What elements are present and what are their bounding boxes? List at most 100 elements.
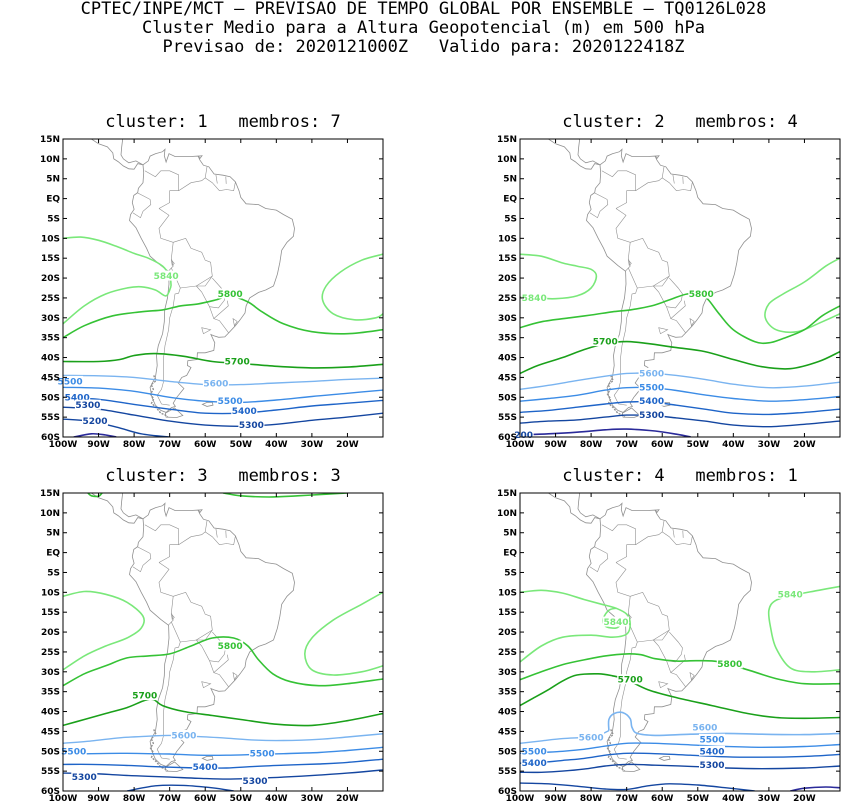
contour-line	[607, 711, 840, 737]
country-border	[601, 170, 636, 209]
coastline-island	[197, 155, 203, 160]
contour-line	[63, 636, 383, 687]
contour-label-mask	[57, 375, 84, 386]
coastline-south-america	[586, 502, 752, 767]
contour-label-mask	[74, 399, 101, 410]
contour-line	[63, 352, 383, 369]
contour-label: 5400	[699, 747, 724, 757]
contour-line	[63, 733, 383, 744]
lat-tick-label: 55S	[41, 413, 60, 423]
coastline-island	[164, 407, 184, 418]
lake-outline	[201, 327, 212, 335]
country-border	[635, 166, 665, 191]
contour-label-mask	[603, 616, 629, 627]
coastline-central-america	[547, 493, 601, 524]
lat-tick-label: 25S	[41, 648, 60, 658]
lat-tick-label: 45S	[41, 373, 60, 383]
country-border	[156, 237, 213, 406]
country-border	[158, 562, 174, 626]
lat-tick-label: 40S	[498, 354, 517, 364]
axis-ticks: 15N 10N 5N EQ 5S 10S 15S 20S 25S 30S 35S 40S 45S 50S 5…	[497, 489, 840, 803]
contour-label: 5800	[689, 290, 714, 300]
lat-tick-label: 25S	[498, 648, 517, 658]
lon-tick-label: 30W	[758, 440, 781, 450]
country-border	[666, 654, 686, 674]
lon-tick-label: 40W	[265, 794, 288, 803]
lat-tick-label: 15N	[497, 489, 517, 499]
lat-tick-label: EQ	[46, 195, 60, 205]
contour-line	[222, 493, 348, 498]
lon-tick-label: 50W	[687, 794, 710, 803]
map-frame	[62, 138, 384, 438]
map-geography	[90, 493, 295, 772]
lat-tick-label: 40S	[41, 708, 60, 718]
lon-tick-label: 20W	[793, 440, 816, 450]
contour-label: 5840	[778, 590, 803, 600]
contour-line	[126, 784, 234, 791]
contour-line	[520, 782, 755, 791]
lon-tick-label: 100W	[49, 440, 78, 450]
coastline-central-america	[90, 139, 144, 170]
coastline-chile-archipelago	[606, 375, 626, 418]
contour-line	[520, 428, 691, 437]
contour-labels: 5840 5800 5700 5600 5500 5400 5300 200	[513, 288, 715, 441]
coastline-island	[658, 756, 671, 761]
lon-tick-label: 100W	[506, 440, 535, 450]
lat-tick-label: 10N	[40, 155, 60, 165]
country-border	[670, 318, 686, 334]
lon-tick-label: 90W	[544, 794, 567, 803]
contour-label-mask	[131, 690, 158, 701]
lat-tick-label: 50S	[41, 747, 60, 757]
country-border	[209, 654, 229, 674]
contour-line	[520, 752, 840, 764]
coastline-south-america	[586, 148, 752, 413]
contour-line	[304, 591, 383, 676]
lat-tick-label: 30S	[498, 314, 517, 324]
lake-outline	[170, 613, 175, 621]
contour-label-mask	[231, 405, 258, 416]
contour-label: 5400	[522, 759, 547, 769]
lat-tick-label: 5N	[503, 175, 517, 185]
lon-tick-label: 20W	[793, 794, 816, 803]
contour-label: 5840	[603, 618, 628, 628]
lake-outline	[658, 681, 669, 689]
lat-tick-label: 20S	[498, 628, 517, 638]
country-border	[670, 672, 686, 688]
contour-label: 5400	[639, 397, 664, 407]
lon-tick-label: 40W	[722, 794, 745, 803]
lat-tick-label: 35S	[498, 688, 517, 698]
coastline-island	[201, 402, 214, 407]
lat-tick-label: 15S	[41, 608, 60, 618]
contour-label-mask	[699, 745, 725, 756]
lon-tick-label: 90W	[544, 440, 567, 450]
country-border	[672, 528, 675, 538]
lat-tick-label: 50S	[41, 393, 60, 403]
lat-tick-label: 15N	[40, 135, 60, 145]
lon-tick-label: 30W	[301, 794, 324, 803]
coastline-chile-archipelago	[149, 375, 169, 418]
lon-tick-label: 50W	[230, 794, 253, 803]
contour-label-mask	[592, 336, 619, 347]
country-border	[662, 177, 693, 192]
lat-tick-label: EQ	[503, 195, 517, 205]
contour-line	[63, 295, 383, 339]
country-border	[666, 300, 686, 320]
lon-tick-label: 100W	[49, 794, 78, 803]
lat-tick-label: 60S	[41, 787, 60, 797]
lat-tick-label: 10S	[41, 234, 60, 244]
lon-tick-label: 30W	[758, 794, 781, 803]
country-border	[213, 318, 229, 334]
country-border	[178, 520, 208, 545]
country-border	[601, 524, 636, 563]
lat-tick-label: 5N	[46, 529, 60, 539]
contour-label: 5600	[171, 731, 196, 741]
lake-outline	[232, 671, 238, 681]
lon-tick-label: 70W	[615, 794, 638, 803]
contour-label-mask	[617, 674, 644, 685]
country-border	[652, 275, 683, 309]
country-border	[205, 177, 236, 192]
contour-label: 5300	[242, 777, 267, 787]
contour-label-mask	[64, 391, 91, 402]
